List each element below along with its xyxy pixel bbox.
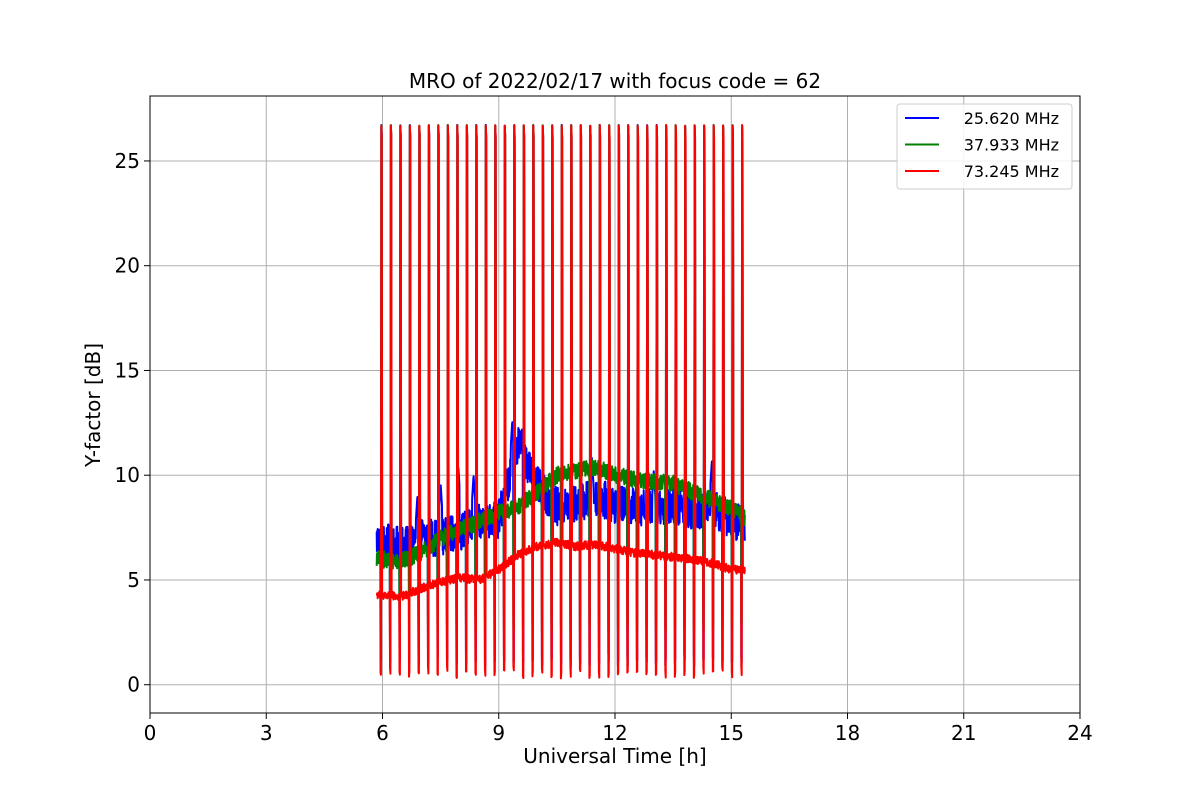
x-axis-label: Universal Time [h] xyxy=(523,744,706,768)
y-tick-label: 25 xyxy=(115,149,140,173)
y-tick-label: 0 xyxy=(127,673,140,697)
legend-label: 73.245 MHz xyxy=(964,162,1059,181)
legend: 25.620 MHz 37.933 MHz 73.245 MHz xyxy=(896,103,1073,190)
plot-area xyxy=(375,123,746,680)
x-tick-label: 6 xyxy=(376,721,389,745)
y-tick-label: 15 xyxy=(115,358,140,382)
series-line xyxy=(375,123,746,680)
y-axis-label: Y-factor [dB] xyxy=(81,343,105,468)
y-tick-label: 20 xyxy=(115,254,140,278)
legend-label: 37.933 MHz xyxy=(964,136,1059,155)
axis-ticks: 0 3 6 9 12 15 18 21 24 0 5 10 15 20 25 xyxy=(115,149,1093,745)
chart-title: MRO of 2022/02/17 with focus code = 62 xyxy=(409,69,821,93)
legend-label: 25.620 MHz xyxy=(964,109,1059,128)
y-tick-label: 10 xyxy=(115,463,140,487)
x-tick-label: 24 xyxy=(1067,721,1092,745)
x-tick-label: 9 xyxy=(492,721,505,745)
y-tick-label: 5 xyxy=(127,568,140,592)
legend-box xyxy=(896,103,1073,190)
x-tick-label: 0 xyxy=(144,721,157,745)
x-tick-label: 12 xyxy=(602,721,627,745)
x-tick-label: 15 xyxy=(719,721,744,745)
x-tick-label: 21 xyxy=(951,721,976,745)
x-tick-label: 18 xyxy=(835,721,860,745)
x-tick-label: 3 xyxy=(260,721,273,745)
